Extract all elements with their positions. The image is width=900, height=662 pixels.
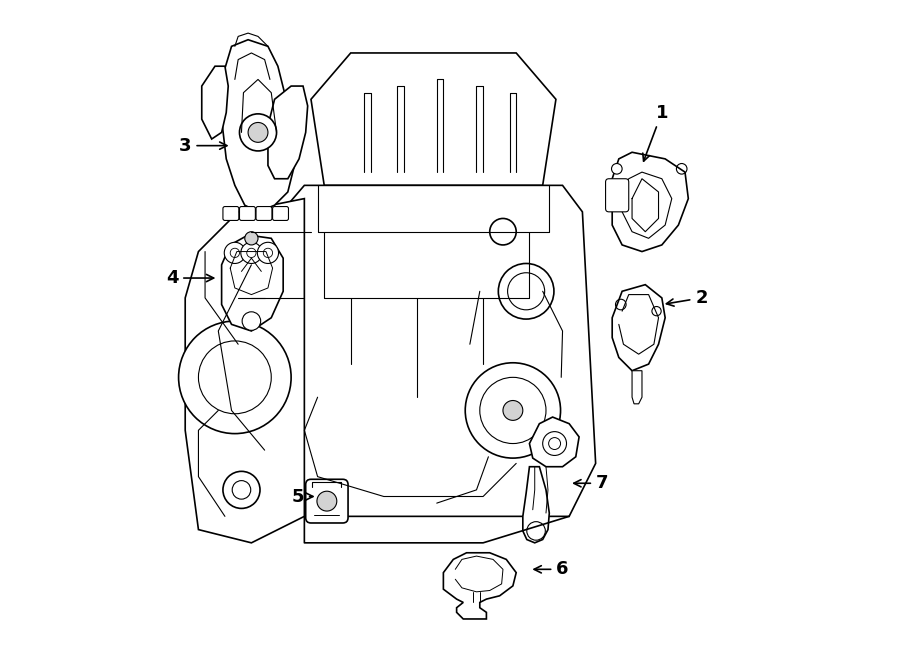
Text: 1: 1 [643, 103, 668, 161]
Circle shape [239, 114, 276, 151]
Polygon shape [265, 185, 596, 516]
Text: 7: 7 [574, 474, 608, 493]
FancyBboxPatch shape [306, 479, 348, 523]
Circle shape [317, 491, 337, 511]
Polygon shape [311, 53, 556, 185]
Polygon shape [523, 467, 549, 543]
Circle shape [257, 242, 278, 263]
Polygon shape [221, 40, 294, 212]
Circle shape [245, 232, 258, 245]
Circle shape [248, 122, 268, 142]
Circle shape [611, 164, 622, 174]
Circle shape [543, 432, 566, 455]
Circle shape [490, 218, 517, 245]
FancyBboxPatch shape [256, 207, 272, 220]
Circle shape [242, 312, 261, 330]
Polygon shape [268, 86, 308, 179]
Polygon shape [444, 553, 517, 619]
FancyBboxPatch shape [273, 207, 289, 220]
Circle shape [224, 242, 246, 263]
Polygon shape [529, 417, 579, 467]
Text: 4: 4 [166, 269, 213, 287]
Text: 2: 2 [666, 289, 707, 307]
Text: 5: 5 [292, 487, 313, 506]
Circle shape [241, 242, 262, 263]
Circle shape [499, 263, 554, 319]
FancyBboxPatch shape [239, 207, 256, 220]
Circle shape [223, 471, 260, 508]
FancyBboxPatch shape [223, 207, 238, 220]
Circle shape [503, 401, 523, 420]
Polygon shape [612, 285, 665, 371]
Polygon shape [185, 199, 304, 543]
Text: 3: 3 [179, 136, 227, 155]
Circle shape [526, 522, 545, 540]
Polygon shape [202, 66, 229, 139]
Circle shape [465, 363, 561, 458]
Polygon shape [612, 152, 688, 252]
Text: 6: 6 [534, 560, 569, 579]
FancyBboxPatch shape [606, 179, 629, 212]
Circle shape [178, 321, 291, 434]
Polygon shape [632, 371, 642, 404]
Polygon shape [221, 235, 284, 331]
